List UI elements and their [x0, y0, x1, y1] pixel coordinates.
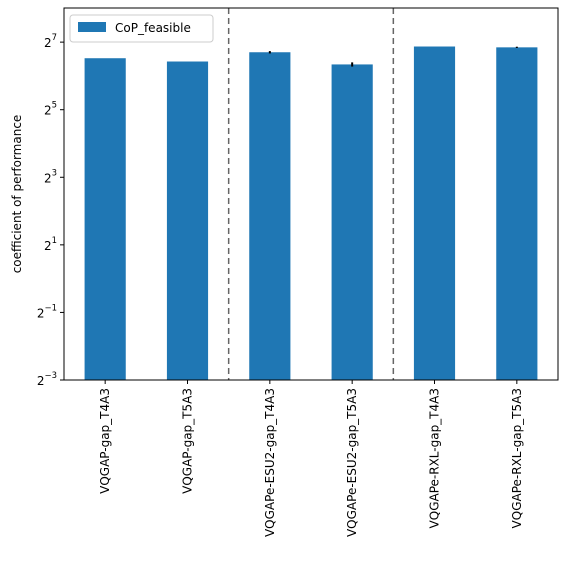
legend-label: CoP_feasible: [115, 21, 191, 35]
y-tick-label: 23: [44, 168, 57, 185]
bar-VQGAP-gap_T4A3: [84, 58, 126, 381]
y-tick-label: 2−1: [37, 303, 57, 320]
bars-layer: [84, 46, 538, 381]
legend: CoP_feasible: [69, 14, 214, 43]
x-tick-label: VQGAP-gap_T4A3: [98, 388, 112, 494]
bar-VQGAPe-RXL-gap_T5A3: [496, 47, 538, 381]
y-tick-label: 2−3: [37, 371, 57, 388]
x-axis-ticks: VQGAP-gap_T4A3 VQGAP-gap_T5A3 VQGAPe-ESU2-…: [98, 380, 524, 537]
legend-box: [69, 14, 214, 43]
y-tick-label: 27: [44, 33, 57, 50]
x-tick-label: VQGAPe-ESU2-gap_T5A3: [345, 388, 359, 537]
y-axis-label: coefficient of performance: [10, 115, 24, 274]
group-separators: [227, 8, 395, 380]
x-tick-label: VQGAPe-RXL-gap_T4A3: [428, 388, 442, 528]
plot-area-frame: [63, 7, 559, 381]
y-tick-label: 25: [44, 101, 57, 118]
x-tick-label: VQGAP-gap_T5A3: [181, 388, 195, 494]
y-axis-ticks: 27 25 23 21 2−1 2−3: [37, 33, 64, 388]
bar-VQGAPe-RXL-gap_T4A3: [413, 46, 456, 381]
error-bars-layer: [268, 46, 518, 67]
legend-swatch: [78, 22, 106, 32]
x-tick-label: VQGAPe-RXL-gap_T5A3: [510, 388, 524, 528]
x-tick-label: VQGAPe-ESU2-gap_T4A3: [263, 388, 277, 537]
bar-VQGAPe-ESU2-gap_T4A3: [249, 52, 291, 380]
y-tick-label: 21: [44, 236, 57, 253]
bar-VQGAP-gap_T5A3: [166, 61, 209, 380]
bar-VQGAPe-ESU2-gap_T5A3: [331, 64, 373, 380]
